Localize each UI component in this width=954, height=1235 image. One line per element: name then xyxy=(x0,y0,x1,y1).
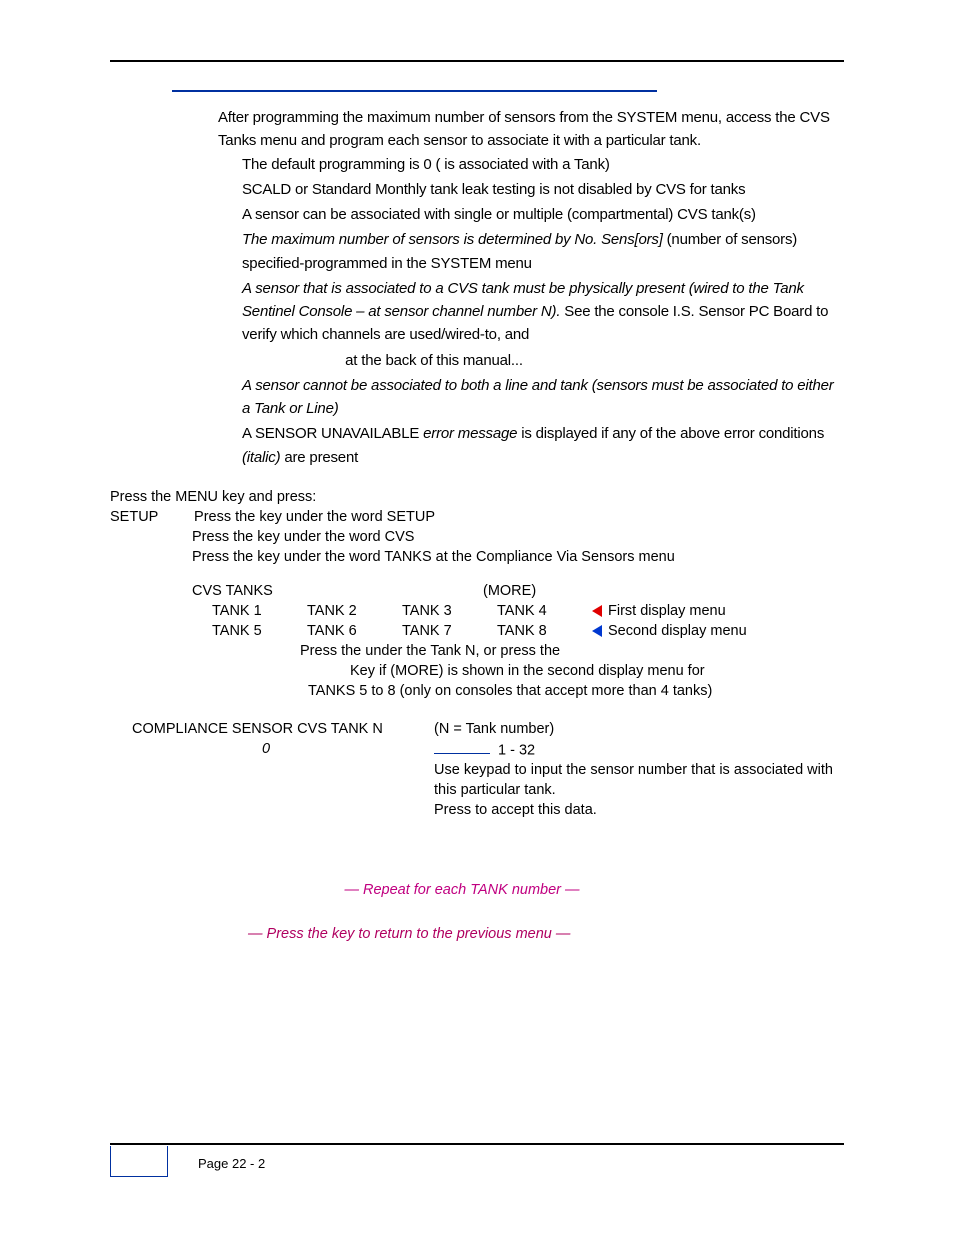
bullet-5: A sensor that is associated to a CVS tan… xyxy=(242,277,844,347)
cvs-tanks-menu: CVS TANKS (MORE) TANK 1 TANK 2 TANK 3 TA… xyxy=(192,581,844,641)
tank-2: TANK 2 xyxy=(307,601,402,621)
bullet-1: The default programming is 0 ( is associ… xyxy=(242,153,844,176)
under-note-3: TANKS 5 to 8 (only on consoles that acce… xyxy=(308,681,844,701)
bullet-1b: is associated with a Tank) xyxy=(444,156,609,173)
menu-row-1: TANK 1 TANK 2 TANK 3 TANK 4 First displa… xyxy=(192,601,844,621)
compliance-range: 1 - 32 xyxy=(434,739,844,761)
triangle-red-icon xyxy=(592,605,602,617)
desc2a: Press xyxy=(434,802,475,818)
bullet-7: A SENSOR UNAVAILABLE error message is di… xyxy=(242,422,844,469)
compliance-default: 0 xyxy=(262,741,270,757)
row2-note-text: Second display menu xyxy=(608,623,747,639)
compliance-title-row: COMPLIANCE SENSOR CVS TANK N (N = Tank n… xyxy=(132,719,844,739)
step-setup-line1: SETUP Press the key under the word SETUP xyxy=(110,507,844,527)
bullet-4: The maximum number of sensors is determi… xyxy=(242,228,844,275)
press-1a: Press the xyxy=(194,509,259,525)
triangle-blue-icon xyxy=(592,625,602,637)
repeat-note: — Repeat for each TANK number — xyxy=(80,880,844,900)
bullet-7a: A SENSOR UNAVAILABLE xyxy=(242,425,423,442)
bullet-6: A sensor cannot be associated to both a … xyxy=(242,374,844,421)
compliance-default-row: 0 1 - 32 xyxy=(132,739,844,761)
section-blue-rule xyxy=(172,90,657,92)
tank-8: TANK 8 xyxy=(497,621,592,641)
press-2b: key under the word CVS xyxy=(257,529,414,545)
compliance-desc2: Press to accept this data. xyxy=(434,800,844,820)
step-line3: Press the key under the word TANKS at th… xyxy=(192,547,844,567)
bullet-2: SCALD or Standard Monthly tank leak test… xyxy=(242,178,844,201)
tank-4: TANK 4 xyxy=(497,601,592,621)
compliance-desc-row2: Press to accept this data. xyxy=(132,800,844,820)
tank-3: TANK 3 xyxy=(402,601,497,621)
intro: After programming the maximum number of … xyxy=(218,106,844,153)
press-3b: key under the word TANKS at the Complian… xyxy=(257,549,675,565)
bullet-7b: is displayed if any of the above error c… xyxy=(521,425,824,442)
page: After programming the maximum number of … xyxy=(0,0,954,1235)
tank-6: TANK 6 xyxy=(307,621,402,641)
compliance-desc1: Use keypad to input the sensor number th… xyxy=(434,760,844,800)
press-cancel-note: — Press the key to return to the previou… xyxy=(248,924,844,944)
footer-box xyxy=(110,1146,168,1177)
bullet-7-em: error message xyxy=(423,425,521,442)
press-1b: key under the word SETUP xyxy=(259,509,435,525)
bullet-7-em2: (italic) xyxy=(242,449,284,466)
press-3a: Press the xyxy=(192,549,257,565)
tank-1: TANK 1 xyxy=(212,601,307,621)
prose-block: After programming the maximum number of … xyxy=(218,106,844,469)
range-text: 1 - 32 xyxy=(494,742,535,758)
under1b: under the Tank N, or press the xyxy=(365,643,560,659)
step-line2: Press the key under the word CVS xyxy=(192,527,844,547)
tank-7: TANK 7 xyxy=(402,621,497,641)
menu-row-2: TANK 5 TANK 6 TANK 7 TANK 8 Second displ… xyxy=(192,621,844,641)
compliance-block: COMPLIANCE SENSOR CVS TANK N (N = Tank n… xyxy=(132,719,844,821)
under1a: Press the xyxy=(300,643,365,659)
bullet-7c: are present xyxy=(284,449,358,466)
bullet-1a: The default programming is 0 ( xyxy=(242,156,440,173)
menu-header-left: CVS TANKS xyxy=(192,581,388,601)
press-note-a: — Press the xyxy=(248,926,332,942)
under-note-1: Press the under the Tank N, or press the xyxy=(300,641,844,661)
footer-notes: — Repeat for each TANK number — — Press … xyxy=(110,880,844,944)
tank-5: TANK 5 xyxy=(212,621,307,641)
range-underline xyxy=(434,739,490,755)
bullet-list: The default programming is 0 ( is associ… xyxy=(242,153,844,469)
setup-label: SETUP xyxy=(110,507,190,527)
step-menu-key: Press the MENU key and press: xyxy=(110,487,844,507)
page-number: Page 22 - 2 xyxy=(198,1156,265,1171)
press-2a: Press the xyxy=(192,529,257,545)
steps-block: Press the MENU key and press: SETUP Pres… xyxy=(110,487,844,945)
compliance-title-note: (N = Tank number) xyxy=(434,719,844,739)
desc2b: to accept this data. xyxy=(475,802,597,818)
bullet-5-tail: at the back of this manual... xyxy=(242,349,844,372)
under-note-2: Key if (MORE) is shown in the second dis… xyxy=(350,661,844,681)
row1-note: First display menu xyxy=(592,601,844,621)
menu-header-right: (MORE) xyxy=(483,581,578,601)
bullet-3: A sensor can be associated with single o… xyxy=(242,203,844,226)
compliance-desc-row1: Use keypad to input the sensor number th… xyxy=(132,760,844,800)
bullet-4-italic: The maximum number of sensors is determi… xyxy=(242,231,667,248)
compliance-title: COMPLIANCE SENSOR CVS TANK N xyxy=(132,719,434,739)
row1-note-text: First display menu xyxy=(608,603,726,619)
content: After programming the maximum number of … xyxy=(172,106,844,944)
footer-rule xyxy=(110,1143,844,1145)
row2-note: Second display menu xyxy=(592,621,844,641)
top-rule xyxy=(110,60,844,62)
press-note-b: key to return to the previous menu — xyxy=(332,926,571,942)
menu-header: CVS TANKS (MORE) xyxy=(192,581,844,601)
